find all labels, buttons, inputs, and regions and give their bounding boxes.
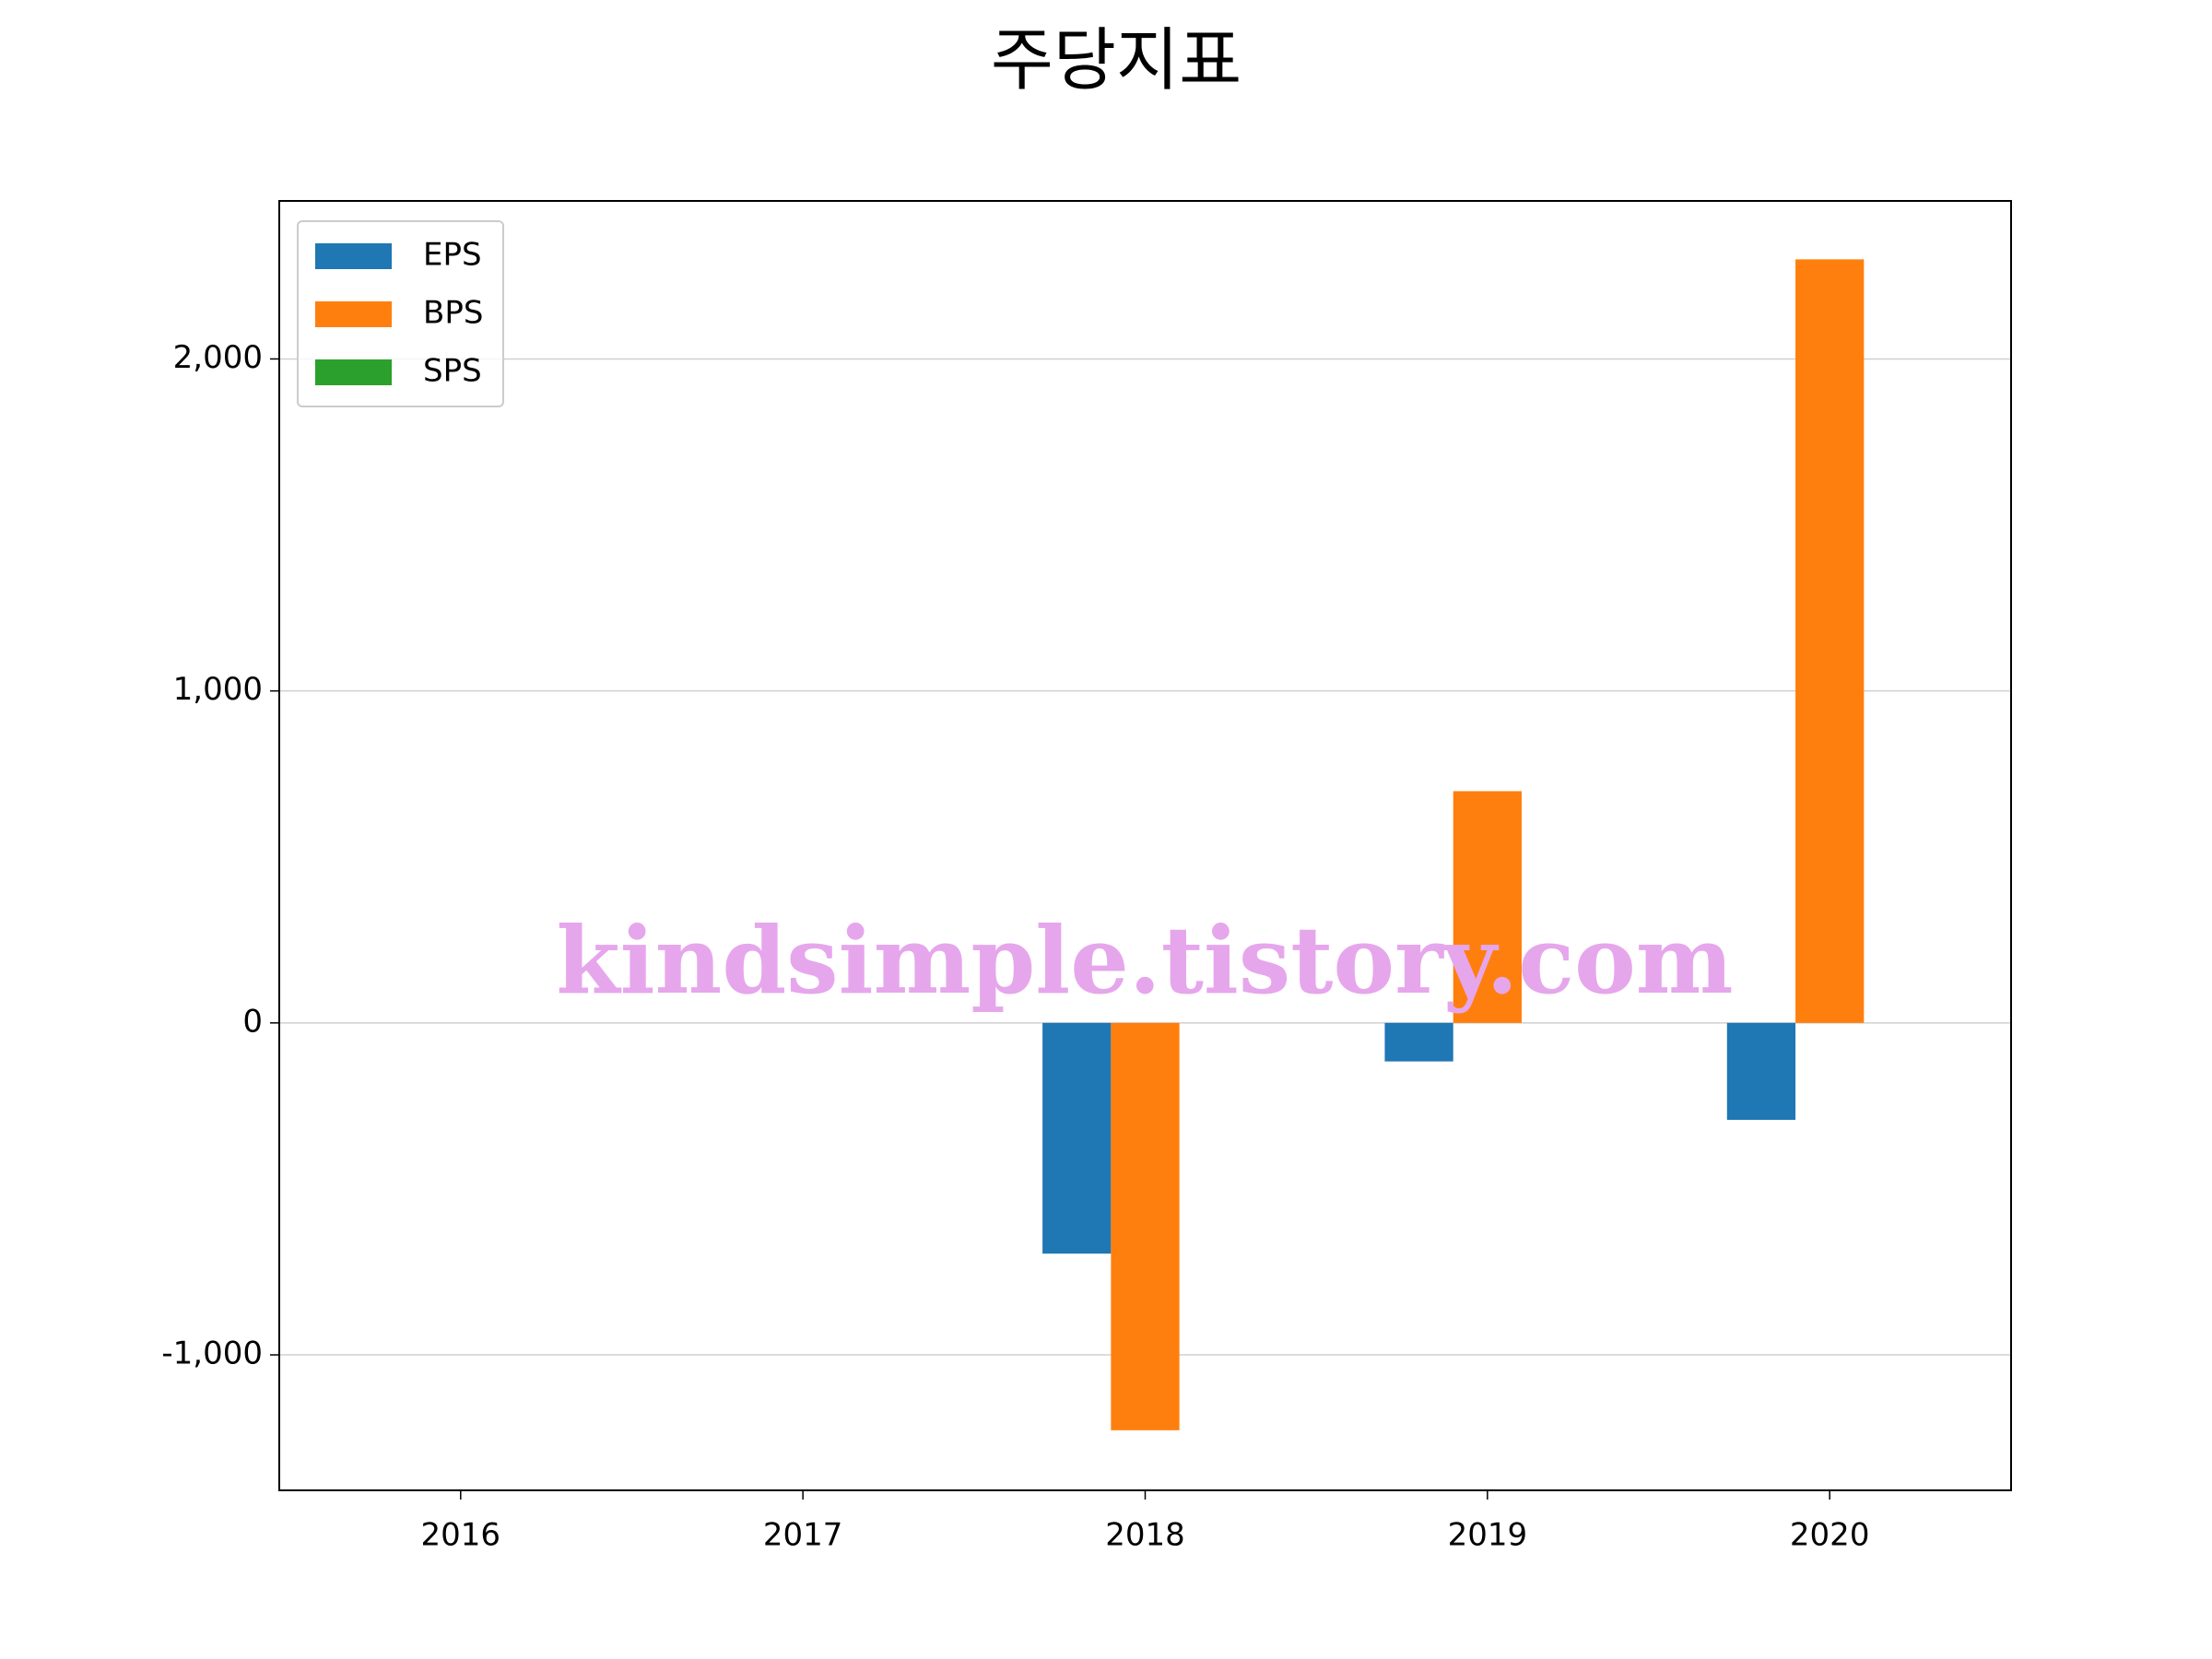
bar — [1795, 259, 1865, 1023]
bar — [1111, 1022, 1180, 1430]
legend-label: EPS — [423, 237, 482, 274]
x-tick-label: 2016 — [421, 1517, 501, 1554]
watermark: kindsimple.tistory.com — [556, 906, 1733, 1015]
y-tick-label: -1,000 — [161, 1335, 263, 1372]
x-tick-label: 2019 — [1448, 1517, 1528, 1554]
x-tick-label: 2017 — [763, 1517, 843, 1554]
bar — [1042, 1022, 1112, 1254]
legend-label: SPS — [423, 353, 482, 390]
y-tick-label: 1,000 — [173, 671, 263, 708]
chart-title: 주당지표 — [991, 21, 1241, 100]
bar — [1384, 1022, 1453, 1062]
bar — [1726, 1022, 1796, 1121]
y-tick-label: 0 — [242, 1003, 263, 1040]
legend-swatch — [315, 243, 392, 269]
x-tick-label: 2018 — [1105, 1517, 1185, 1554]
legend-swatch — [315, 301, 392, 327]
plot-frame — [278, 200, 2012, 1491]
bar — [1453, 791, 1522, 1023]
legend-swatch — [315, 359, 392, 385]
legend-label: BPS — [423, 295, 483, 332]
x-tick-label: 2020 — [1790, 1517, 1870, 1554]
y-tick-label: 2,000 — [173, 339, 263, 376]
